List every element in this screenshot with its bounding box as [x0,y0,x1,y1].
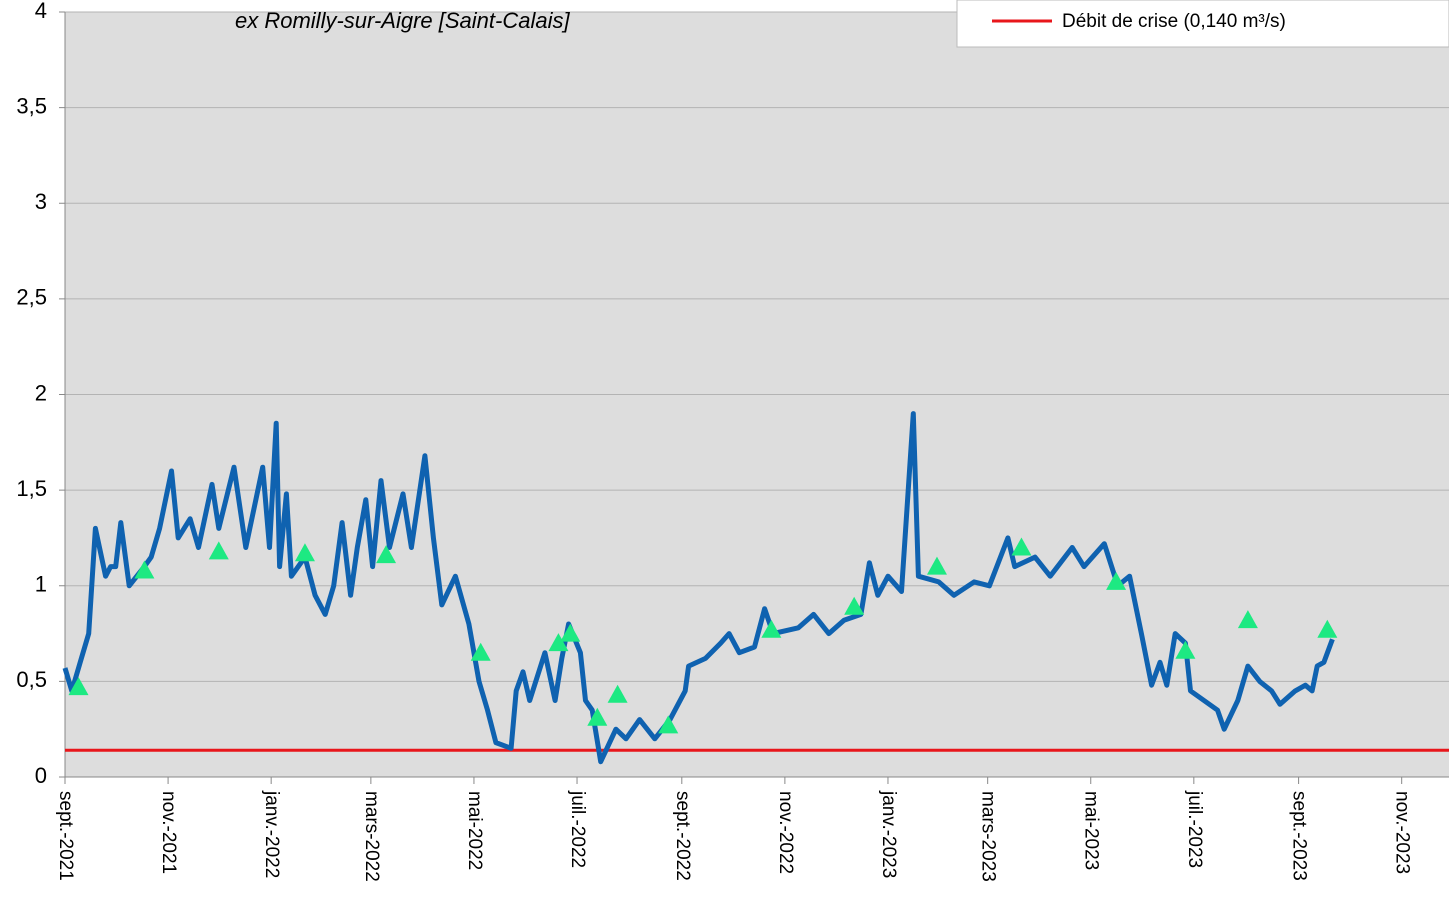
triangle-marker [68,677,89,696]
x-tick-label: mai-2022 [464,791,485,870]
x-tick-label: janv.-2022 [261,790,282,878]
y-tick-label: 0,5 [16,667,47,692]
triangle-marker [376,545,397,564]
y-tick-label: 3 [35,189,47,214]
triangle-marker [1011,537,1032,556]
triangle-marker [1237,610,1258,629]
chart-title: ex Romilly-sur-Aigre [Saint-Calais] [235,8,570,33]
y-tick-label: 2 [35,380,47,405]
x-tick-label: sept.-2021 [55,791,76,881]
triangle-marker [470,642,491,661]
y-tick-label: 3,5 [16,93,47,118]
triangle-marker [134,560,155,579]
x-tick-label: sept.-2022 [672,791,693,881]
legend-label: Débit de crise (0,140 m³/s) [1062,11,1286,32]
triangle-marker [844,596,865,615]
x-tick-label: sept.-2023 [1289,791,1310,881]
triangle-marker [560,623,581,642]
x-tick-label: janv.-2023 [878,790,899,878]
y-tick-label: 1 [35,572,47,597]
triangle-marker [658,715,679,734]
triangle-marker [548,633,569,652]
triangle-marker [1317,619,1338,638]
y-tick-label: 1,5 [16,476,47,501]
x-tick-label: mai-2023 [1081,791,1102,870]
x-tick-label: mars-2022 [361,791,382,882]
triangle-marker [294,543,315,562]
legend [956,0,1449,48]
triangle-marker [607,684,628,703]
y-tick-label: 2,5 [16,285,47,310]
x-tick-label: juil.-2023 [1184,790,1205,868]
triangle-marker [208,541,229,560]
x-tick-label: nov.-2022 [775,791,796,874]
x-tick-label: nov.-2021 [158,791,179,874]
x-tick-label: juil.-2022 [567,790,588,868]
y-tick-label: 0 [35,763,47,788]
triangle-marker [1175,640,1196,659]
x-tick-label: nov.-2023 [1392,791,1413,874]
triangle-marker [926,556,947,575]
x-tick-label: mars-2023 [978,791,999,882]
flow-line [62,411,1335,765]
y-tick-label: 4 [35,0,47,23]
triangle-marker [587,707,608,726]
triangle-marker [1106,571,1127,590]
triangle-marker [761,619,782,638]
